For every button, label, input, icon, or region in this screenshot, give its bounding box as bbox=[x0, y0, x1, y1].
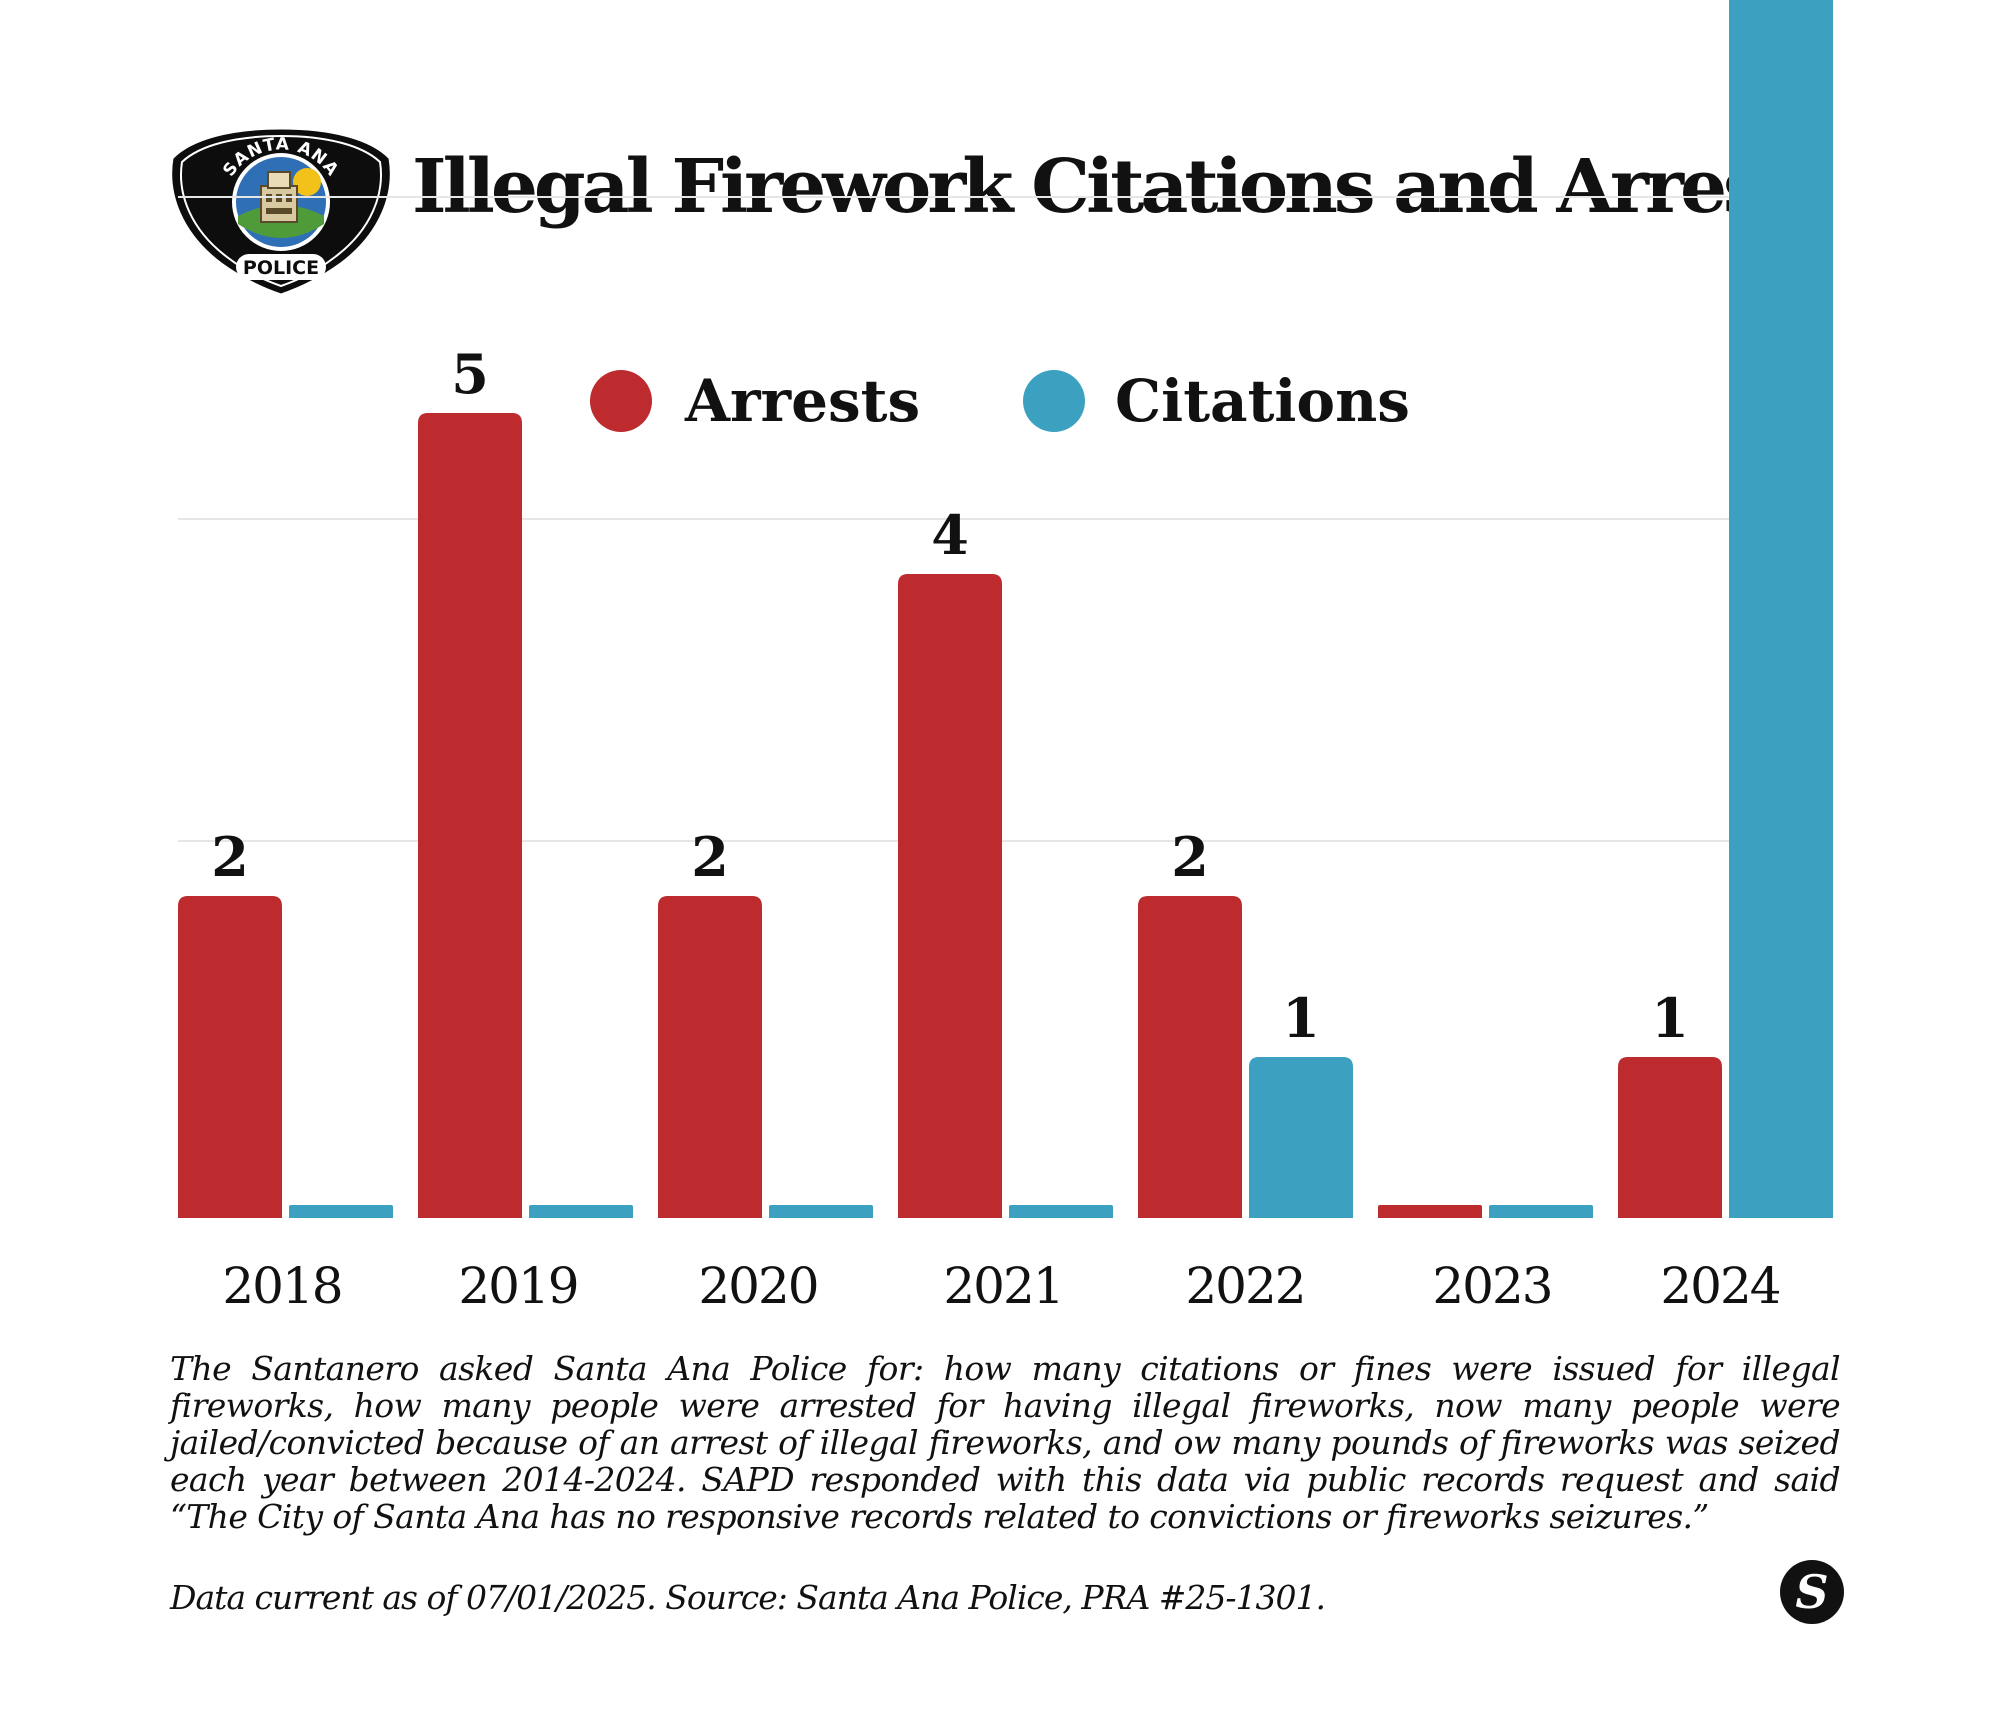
bar-citations-2024 bbox=[1729, 0, 1833, 1218]
x-axis-ticks: 2018 2019 2020 2021 2022 2023 2024 bbox=[222, 1257, 1781, 1315]
bar-arrests-2021 bbox=[898, 574, 1002, 1218]
x-tick-2021: 2021 bbox=[943, 1257, 1062, 1315]
legend-citations-swatch bbox=[1023, 370, 1085, 432]
x-tick-2022: 2022 bbox=[1185, 1257, 1304, 1315]
santa-ana-police-badge-logo: SANTA ANA POLICE bbox=[169, 126, 393, 297]
value-labels: 25242118 bbox=[211, 342, 1689, 1050]
bar-citations-2023 bbox=[1489, 1205, 1593, 1218]
legend-citations-label: Citations bbox=[1115, 367, 1410, 435]
bar-citations-2018 bbox=[289, 1205, 393, 1218]
x-tick-2024: 2024 bbox=[1660, 1257, 1779, 1315]
badge-bottom-text: POLICE bbox=[243, 257, 319, 279]
x-tick-2018: 2018 bbox=[222, 1257, 341, 1315]
value-label-arrests-2024: 1 bbox=[1651, 986, 1689, 1050]
bar-citations-2021 bbox=[1009, 1205, 1113, 1218]
bar-arrests-2019 bbox=[418, 413, 522, 1218]
bar-citations-2020 bbox=[769, 1205, 873, 1218]
bar-arrests-2024 bbox=[1618, 1057, 1722, 1218]
value-label-arrests-2019: 5 bbox=[451, 342, 489, 406]
value-label-arrests-2021: 4 bbox=[931, 503, 969, 567]
bar-citations-2019 bbox=[529, 1205, 633, 1218]
legend-arrests-label: Arrests bbox=[684, 367, 920, 435]
bar-arrests-2023 bbox=[1378, 1205, 1482, 1218]
chart-title: Illegal Firework Citations and Arrests bbox=[412, 144, 1833, 230]
source-line: Data current as of 07/01/2025. Source: S… bbox=[170, 1578, 1326, 1617]
x-tick-2020: 2020 bbox=[698, 1257, 817, 1315]
value-label-arrests-2018: 2 bbox=[211, 825, 249, 889]
value-label-citations-2022: 1 bbox=[1282, 986, 1320, 1050]
santanero-logo-icon: S bbox=[1780, 1560, 1844, 1624]
x-tick-2023: 2023 bbox=[1432, 1257, 1551, 1315]
bar-arrests-2020 bbox=[658, 896, 762, 1218]
bar-arrests-2018 bbox=[178, 896, 282, 1218]
value-label-arrests-2022: 2 bbox=[1171, 825, 1209, 889]
bars bbox=[178, 0, 1833, 1218]
bar-arrests-2022 bbox=[1138, 896, 1242, 1218]
legend-arrests-swatch bbox=[590, 370, 652, 432]
x-tick-2019: 2019 bbox=[458, 1257, 577, 1315]
methodology-note: The Santanero asked Santa Ana Police for… bbox=[170, 1349, 1841, 1536]
value-label-arrests-2020: 2 bbox=[691, 825, 729, 889]
bar-citations-2022 bbox=[1249, 1057, 1353, 1218]
legend: Arrests Citations bbox=[590, 367, 1410, 435]
